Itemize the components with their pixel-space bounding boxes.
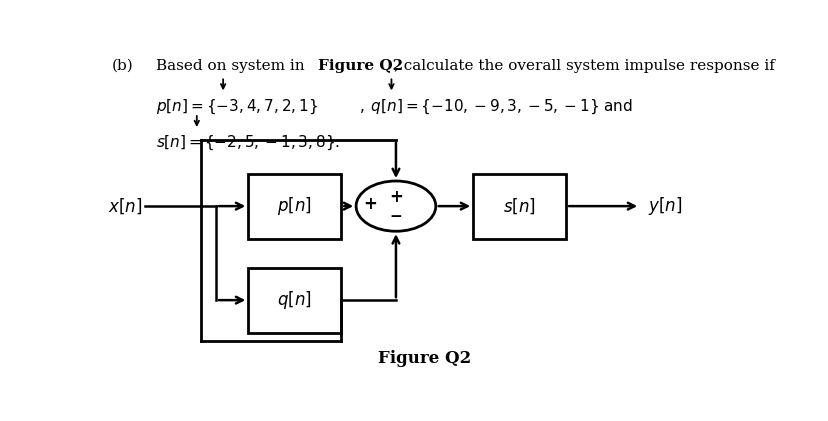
Text: $s[n]$: $s[n]$ — [503, 196, 536, 216]
Text: $y[n]$: $y[n]$ — [647, 195, 681, 217]
Ellipse shape — [356, 181, 436, 231]
Text: $p[n] = \{-3, 4, \underset{}{7}, 2, 1\}$: $p[n] = \{-3, 4, \underset{}{7}, 2, 1\}$ — [156, 98, 318, 116]
Text: Based on system in: Based on system in — [156, 59, 310, 73]
Text: Figure Q2: Figure Q2 — [378, 349, 471, 367]
Bar — [248, 174, 341, 239]
Text: Figure Q2: Figure Q2 — [318, 59, 403, 73]
Text: −: − — [389, 209, 402, 224]
Text: , calculate the overall system impulse response if: , calculate the overall system impulse r… — [393, 59, 774, 73]
Text: +: + — [388, 188, 402, 206]
Text: $s[n] = \{-2, 5, -1, 3, 8\}.$: $s[n] = \{-2, 5, -1, 3, 8\}.$ — [156, 133, 340, 152]
Text: $p[n]$: $p[n]$ — [277, 195, 311, 217]
Text: $q[n]$: $q[n]$ — [277, 289, 311, 311]
Text: $, \; q[n] = \{-10, -9, 3, -5, -1\}$ and: $, \; q[n] = \{-10, -9, 3, -5, -1\}$ and — [359, 98, 633, 116]
Text: +: + — [363, 195, 377, 213]
Bar — [473, 174, 566, 239]
Text: $x[n]$: $x[n]$ — [108, 196, 142, 216]
Text: (b): (b) — [112, 59, 133, 73]
Bar — [248, 268, 341, 333]
